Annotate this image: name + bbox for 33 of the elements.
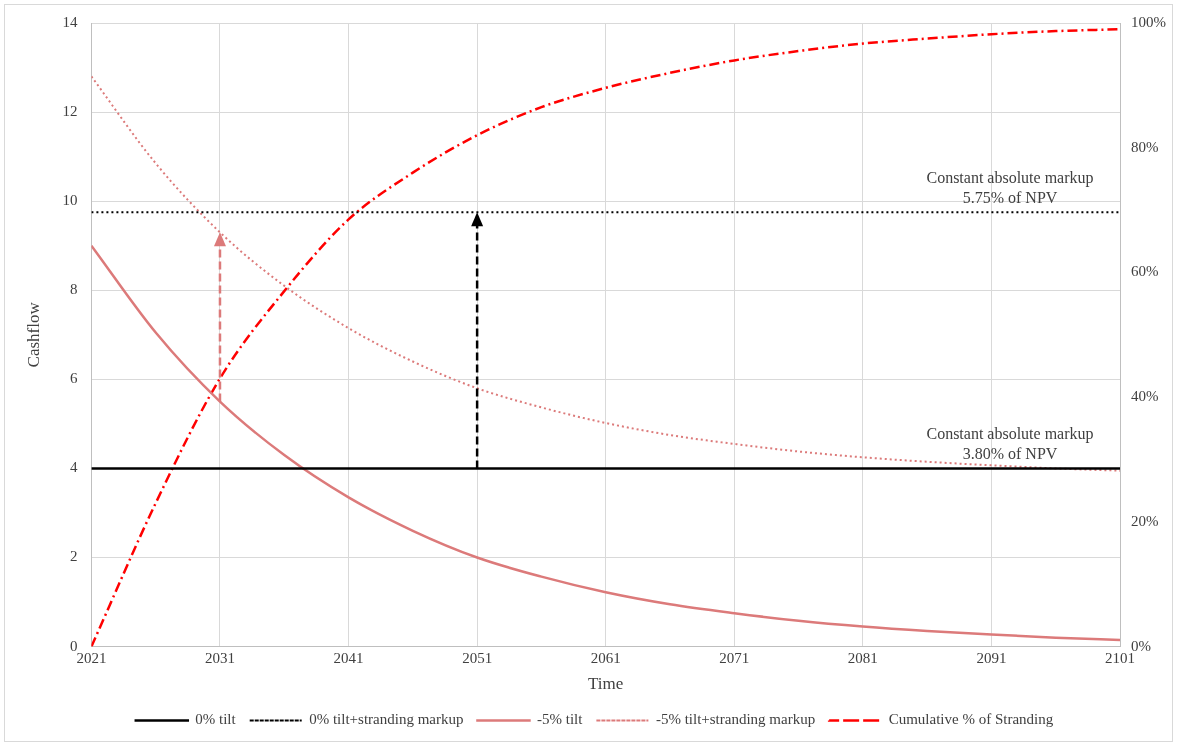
y-tick-label: 14 xyxy=(62,13,78,30)
legend-label: 0% tilt xyxy=(195,711,237,728)
y-tick-label: 10 xyxy=(62,192,78,209)
y2-tick-label: 40% xyxy=(1131,388,1159,405)
legend-label: -5% tilt+stranding markup xyxy=(655,711,816,728)
legend-label: 0% tilt+stranding markup xyxy=(309,711,464,728)
x-tick-label: 2041 xyxy=(333,649,364,666)
y-tick-label: 4 xyxy=(69,459,78,476)
x-axis-title: Time xyxy=(588,674,624,694)
y-tick-label: 8 xyxy=(69,281,78,298)
x-tick-label: 2021 xyxy=(76,649,107,666)
y-tick-label: 0 xyxy=(69,637,78,654)
x-tick-label: 2091 xyxy=(976,649,1007,666)
x-tick-label: 2081 xyxy=(847,649,878,666)
y2-tick-label: 100% xyxy=(1131,13,1166,30)
legend-label: -5% tilt xyxy=(536,711,584,728)
legend-label: Cumulative % of Stranding xyxy=(888,711,1054,728)
x-tick-label: 2051 xyxy=(462,649,493,666)
line-series xyxy=(91,75,1121,472)
annotation: Constant absolute markup 3.80% of NPV xyxy=(926,424,1094,462)
y2-tick-label: 20% xyxy=(1131,512,1159,529)
x-tick-label: 2031 xyxy=(204,649,235,666)
annotation: Constant absolute markup 5.75% of NPV xyxy=(926,168,1094,206)
y-tick-label: 2 xyxy=(69,548,78,565)
x-tick-label: 2071 xyxy=(719,649,750,666)
x-tick-label: 2061 xyxy=(590,649,621,666)
y2-tick-label: 80% xyxy=(1131,138,1159,155)
y-tick-label: 12 xyxy=(62,103,78,120)
line-series xyxy=(91,244,1121,642)
y-tick-label: 6 xyxy=(69,370,78,387)
y2-tick-label: 0% xyxy=(1131,637,1151,654)
y-axis-title: Cashflow xyxy=(23,301,43,368)
y2-tick-label: 60% xyxy=(1131,263,1159,280)
